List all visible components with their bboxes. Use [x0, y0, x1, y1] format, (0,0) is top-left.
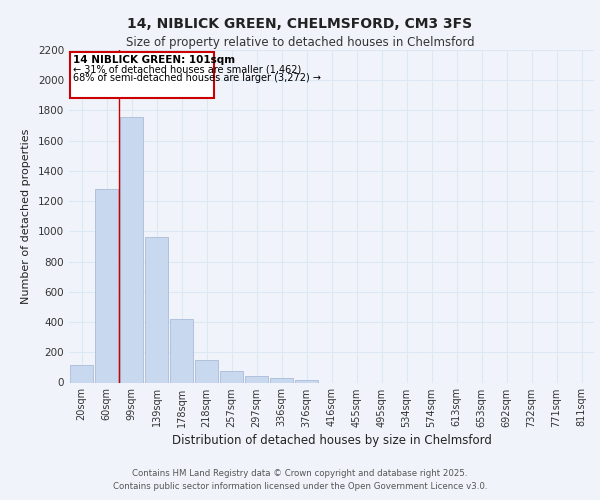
- Text: 68% of semi-detached houses are larger (3,272) →: 68% of semi-detached houses are larger (…: [73, 74, 321, 84]
- Bar: [170, 319, 193, 382]
- Bar: [70, 365, 93, 382]
- Bar: [120, 116, 143, 382]
- Bar: [245, 376, 268, 382]
- X-axis label: Distribution of detached houses by size in Chelmsford: Distribution of detached houses by size …: [172, 434, 491, 447]
- Bar: [220, 371, 243, 382]
- Text: 14 NIBLICK GREEN: 101sqm: 14 NIBLICK GREEN: 101sqm: [73, 56, 235, 66]
- FancyBboxPatch shape: [70, 52, 214, 98]
- Text: 14, NIBLICK GREEN, CHELMSFORD, CM3 3FS: 14, NIBLICK GREEN, CHELMSFORD, CM3 3FS: [127, 18, 473, 32]
- Bar: [95, 189, 118, 382]
- Y-axis label: Number of detached properties: Number of detached properties: [21, 128, 31, 304]
- Text: ← 31% of detached houses are smaller (1,462): ← 31% of detached houses are smaller (1,…: [73, 64, 302, 74]
- Bar: [295, 380, 318, 382]
- Bar: [145, 238, 168, 382]
- Text: Contains HM Land Registry data © Crown copyright and database right 2025.
Contai: Contains HM Land Registry data © Crown c…: [113, 470, 487, 491]
- Bar: [270, 378, 293, 382]
- Bar: [195, 360, 218, 382]
- Text: Size of property relative to detached houses in Chelmsford: Size of property relative to detached ho…: [125, 36, 475, 49]
